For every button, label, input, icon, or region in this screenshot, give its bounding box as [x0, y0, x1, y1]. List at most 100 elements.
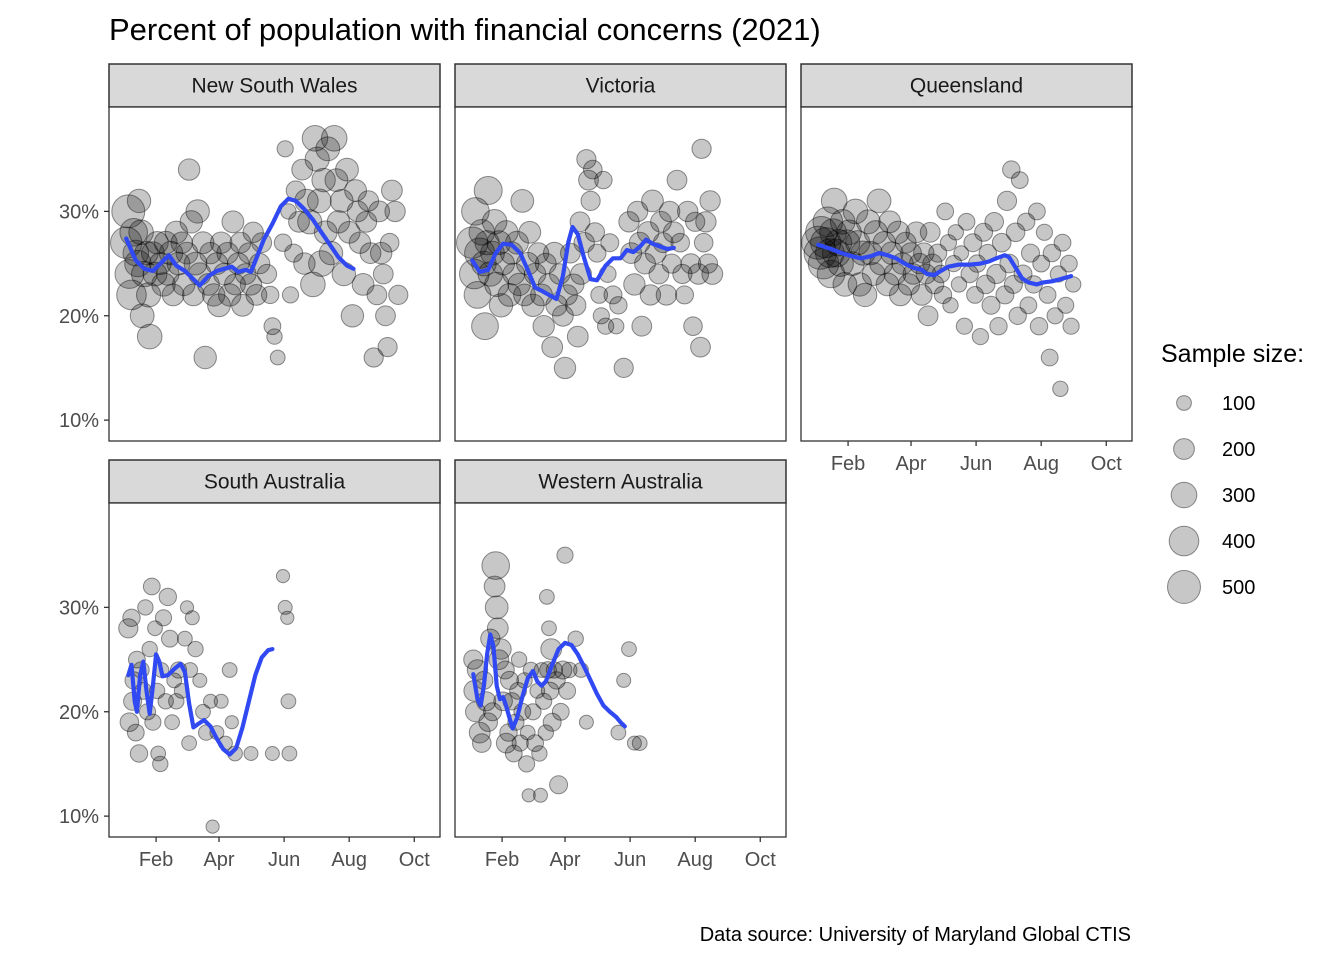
data-point: [540, 681, 560, 701]
data-point: [677, 200, 699, 223]
data-point: [641, 189, 664, 213]
data-point: [1052, 380, 1069, 397]
x-tick-label: Apr: [895, 453, 926, 475]
data-point: [221, 210, 245, 234]
data-point: [1003, 274, 1023, 294]
data-point: [1038, 286, 1057, 304]
data-point: [158, 587, 178, 607]
data-point: [578, 169, 599, 191]
data-point: [553, 356, 577, 380]
data-point: [1021, 243, 1040, 263]
data-point: [504, 744, 523, 763]
data-point: [521, 788, 536, 803]
panel-background: [454, 502, 787, 838]
facet-strip: [800, 63, 1133, 108]
panel-background: [108, 502, 441, 838]
data-point: [1032, 254, 1051, 273]
data-point: [699, 190, 721, 212]
data-point: [116, 279, 147, 311]
y-tick-label: 10%: [59, 410, 99, 432]
data-point: [610, 724, 627, 741]
data-point: [478, 712, 499, 733]
data-point: [266, 328, 283, 345]
facet-queensland: Queensland: [800, 63, 1133, 442]
data-point: [363, 347, 384, 368]
data-point: [680, 253, 702, 275]
y-tick-label: 20%: [59, 702, 99, 724]
smooth-line: [126, 647, 275, 757]
data-point: [996, 190, 1018, 211]
data-point: [280, 693, 297, 710]
legend-label: 100: [1222, 393, 1255, 415]
data-point: [513, 283, 536, 307]
data-point: [631, 315, 653, 337]
data-point: [142, 577, 161, 596]
points-layer: [463, 546, 648, 803]
data-point: [519, 724, 536, 741]
smooth-line: [816, 242, 1074, 287]
x-tick-label: Feb: [139, 849, 173, 871]
data-point: [995, 285, 1015, 305]
x-tick-label: Apr: [203, 849, 234, 871]
data-point: [179, 600, 195, 615]
data-point: [552, 304, 574, 327]
data-point: [836, 219, 862, 246]
data-point: [829, 209, 856, 235]
data-point: [281, 286, 300, 304]
data-point: [370, 241, 393, 265]
data-point: [1040, 348, 1059, 367]
data-point: [181, 735, 198, 751]
points-layer: [801, 160, 1082, 397]
data-point: [359, 242, 382, 265]
data-point: [136, 282, 162, 308]
data-point: [126, 723, 145, 742]
data-point: [320, 125, 348, 152]
data-point: [203, 693, 218, 709]
data-point: [348, 231, 372, 254]
data-point: [580, 190, 601, 211]
data-point: [280, 610, 295, 625]
data-point: [521, 293, 545, 317]
data-point: [463, 281, 492, 309]
data-point: [1002, 160, 1021, 179]
data-point: [468, 219, 496, 246]
data-point: [537, 724, 554, 741]
data-point: [483, 575, 506, 598]
data-point: [256, 263, 278, 285]
data-point: [616, 672, 632, 688]
panel-background: [454, 106, 787, 442]
data-point: [281, 745, 298, 762]
data-point: [474, 230, 500, 256]
data-point: [481, 551, 511, 580]
data-point: [304, 146, 330, 172]
data-point: [989, 317, 1008, 336]
data-point: [603, 285, 623, 305]
legend-key: [1173, 438, 1195, 460]
data-point: [819, 218, 847, 247]
data-point: [524, 703, 542, 721]
y-tick-label: 30%: [59, 201, 99, 223]
data-point: [553, 660, 573, 680]
data-point: [137, 599, 154, 616]
data-point: [894, 231, 917, 254]
data-point: [697, 253, 719, 274]
data-point: [306, 188, 332, 214]
data-point: [928, 243, 948, 263]
data-point: [631, 735, 648, 751]
data-point: [210, 231, 233, 254]
facet-new-south-wales: New South Wales: [108, 63, 441, 442]
data-point: [592, 307, 610, 325]
data-point: [955, 317, 974, 335]
data-point: [1035, 223, 1054, 241]
data-point: [986, 263, 1007, 285]
data-point: [500, 670, 519, 690]
data-point: [202, 283, 226, 307]
legend-title: Sample size:: [1161, 340, 1304, 368]
data-point: [161, 629, 179, 648]
data-point: [269, 349, 286, 366]
data-point: [243, 746, 259, 761]
points-layer: [118, 569, 298, 834]
data-point: [691, 138, 712, 159]
data-point: [984, 212, 1005, 232]
data-point: [187, 640, 204, 658]
